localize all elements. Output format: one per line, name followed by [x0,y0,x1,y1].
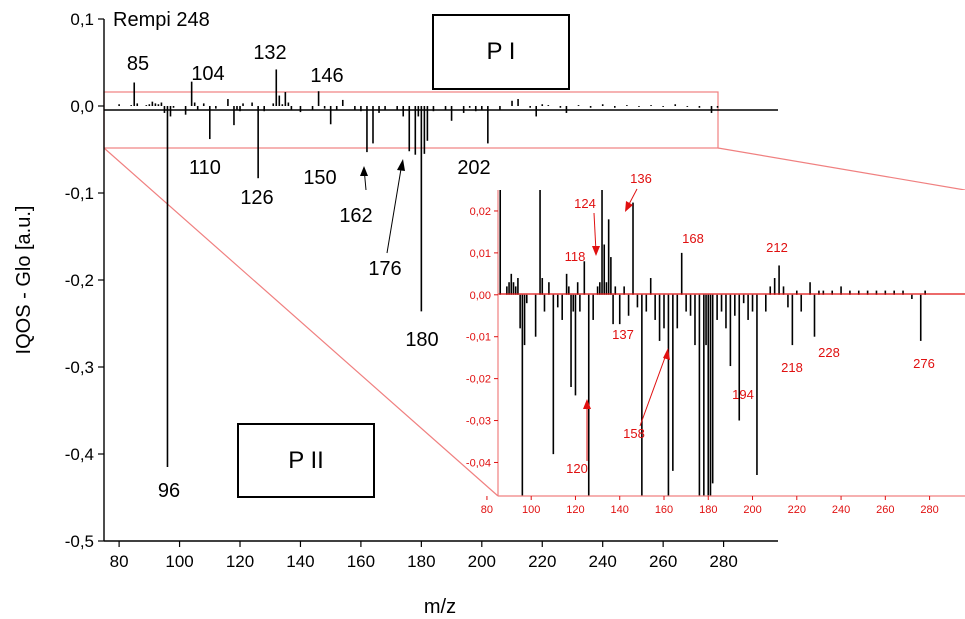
inset-y-tick-label: 0,01 [470,248,491,260]
x-tick-label: 120 [226,552,254,571]
inset-y-tick-label: -0,03 [466,416,491,428]
peak-label: 104 [191,63,224,85]
inset-x-tick-label: 160 [655,504,673,516]
peak-label: 162 [339,205,372,227]
peak-label: 228 [818,345,840,360]
x-tick-label: 80 [110,552,129,571]
inset-x-tick-label: 260 [876,504,894,516]
y-tick-label: -0,5 [65,532,94,551]
arrow-136-head [625,201,633,212]
x-axis-label: m/z [424,596,456,618]
inset-arrows [583,188,670,461]
x-tick-label: 280 [709,552,737,571]
peak-label: 85 [127,53,149,75]
arrow-162-head [360,166,368,176]
peak-label: 180 [405,329,438,351]
inset-x-ticks: 80 100 120 140 160 180 200 220 240 260 280 [481,496,939,516]
inset-y-tick-label: 0,02 [470,206,491,218]
inset-x-tick-label: 200 [743,504,761,516]
inset-y-tick-label: -0,01 [466,332,491,344]
arrow-158-head [663,348,670,360]
peak-label: 137 [612,327,634,342]
peak-label: 218 [781,360,803,375]
peak-label: 96 [158,480,180,502]
y-tick-label: -0,1 [65,184,94,203]
peak-label: 150 [303,167,336,189]
inset-y-tick-label: 0,00 [470,290,491,302]
inset-x-tick-label: 220 [788,504,806,516]
x-tick-label: 200 [468,552,496,571]
x-tick-label: 140 [286,552,314,571]
x-tick-label: 260 [649,552,677,571]
x-tick-label: 100 [165,552,193,571]
peak-label: 124 [574,196,596,211]
arrow-176 [386,162,403,254]
peak-label: 176 [368,258,401,280]
inset-x-tick-label: 100 [522,504,540,516]
y-tick-label: 0,0 [70,97,94,116]
inset-y-tick-label: -0,04 [466,457,491,469]
main-arrows [360,159,405,254]
p1-box: P I [432,14,570,90]
peak-label: 110 [189,157,221,179]
peak-label: 132 [253,42,286,64]
inset-x-tick-label: 140 [611,504,629,516]
p2-label: P II [288,446,324,474]
peak-label: 194 [732,387,754,402]
main-plot: 0,1 0,0 -0,1 -0,2 -0,3 -0,4 -0,5 80 100 120 140 16… [13,9,778,618]
peak-label: 158 [623,426,645,441]
main-bars [118,69,719,468]
peak-label: 146 [310,65,343,87]
zoom-rectangle [103,91,719,149]
inset-bars [499,190,926,496]
inset-peak-labels: 124 136 118 168 212 137 218 228 276 194 … [565,171,935,476]
peak-label: 126 [240,187,273,209]
arrow-124-head [592,246,600,256]
peak-label: 118 [565,249,586,264]
x-tick-label: 180 [407,552,435,571]
inset-plot: 0,02 0,01 0,00 -0,01 -0,02 -0,03 -0,04 80 100 12… [466,171,965,516]
x-tick-label: 240 [589,552,617,571]
y-axis-label: IQOS - Glo [a.u.] [13,206,35,355]
arrow-158 [639,351,668,427]
rempi-annotation: Rempi 248 [113,9,210,31]
main-x-ticks: 80 100 120 140 160 180 200 220 240 260 280 [110,541,738,571]
p1-label: P I [486,38,516,65]
peak-label: 212 [766,240,788,255]
main-peak-labels: 85 104 132 146 110 126 150 162 176 180 2… [127,42,491,502]
inset-x-tick-label: 280 [920,504,938,516]
peak-label: 120 [566,461,588,476]
p2-box: P II [237,423,375,498]
inset-x-tick-label: 240 [832,504,850,516]
inset-y-ticks: 0,02 0,01 0,00 -0,01 -0,02 -0,03 -0,04 [466,206,498,469]
x-tick-label: 160 [347,552,375,571]
x-tick-label: 220 [528,552,556,571]
arrow-124 [593,212,597,253]
arrow-120-head [583,399,591,409]
peak-label: 276 [913,356,935,371]
main-y-ticks: 0,1 0,0 -0,1 -0,2 -0,3 -0,4 -0,5 [65,10,104,551]
zoom-connector-top [717,147,965,191]
inset-x-tick-label: 80 [481,504,493,516]
y-tick-label: 0,1 [70,10,94,29]
inset-background [498,190,965,496]
y-tick-label: -0,3 [65,358,94,377]
peak-label: 168 [682,231,704,246]
peak-label: 136 [630,171,652,186]
inset-x-tick-label: 120 [566,504,584,516]
peak-label: 202 [457,157,490,179]
arrow-176-head [397,159,405,171]
y-tick-label: -0,4 [65,445,94,464]
inset-x-tick-label: 180 [699,504,717,516]
zoom-connector-bottom [103,147,499,497]
y-tick-label: -0,2 [65,271,94,290]
inset-y-tick-label: -0,02 [466,374,491,386]
